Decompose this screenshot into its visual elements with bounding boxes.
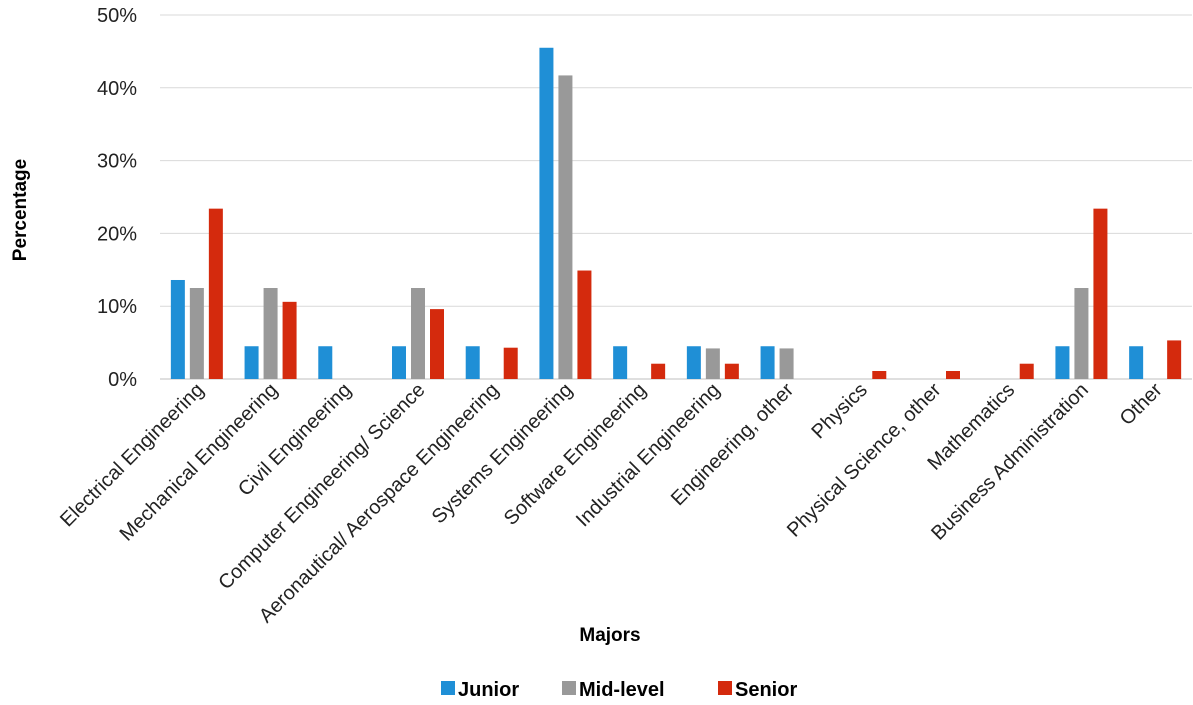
x-tick-label: Physical Science, other xyxy=(783,379,946,542)
legend-label: Mid-level xyxy=(579,679,665,701)
legend-swatch xyxy=(718,681,732,695)
bar-mid-level xyxy=(411,288,425,379)
x-tick-label: Software Engineering xyxy=(500,379,651,530)
bar-senior xyxy=(503,347,518,379)
y-axis-title: Percentage xyxy=(10,159,31,261)
bar-mid-level xyxy=(779,348,794,379)
y-tick-label: 50% xyxy=(97,5,137,27)
y-axis-tick-labels: 0% 10% 20% 30% 40% 50% xyxy=(97,5,137,391)
legend: Junior Mid-level Senior xyxy=(441,679,797,701)
bar-junior xyxy=(392,346,406,379)
bar-junior xyxy=(318,346,333,379)
y-tick-label: 20% xyxy=(97,223,137,245)
bar-senior xyxy=(577,270,592,379)
y-tick-label: 10% xyxy=(97,296,137,318)
bar-senior xyxy=(724,363,739,379)
bar-junior xyxy=(170,279,185,379)
bar-senior xyxy=(208,208,223,379)
bar-senior xyxy=(282,301,297,379)
x-axis-title: Majors xyxy=(579,625,640,646)
x-tick-label: Business Administration xyxy=(927,379,1093,545)
bar-senior xyxy=(1019,363,1034,379)
bar-junior xyxy=(613,346,628,379)
x-tick-label: Engineering, other xyxy=(667,379,798,510)
legend-swatch xyxy=(441,681,455,695)
gridlines xyxy=(160,14,1192,380)
bar-junior xyxy=(539,47,554,379)
x-tick-label: Electrical Engineering xyxy=(56,379,208,531)
bar-mid-level xyxy=(705,348,720,379)
bar-junior xyxy=(465,346,480,379)
bar-mid-level xyxy=(263,288,278,379)
bar-mid-level xyxy=(558,75,573,379)
x-tick-label: Industrial Engineering xyxy=(572,379,724,531)
bar-senior xyxy=(946,370,960,379)
bar-senior xyxy=(872,370,887,379)
bar-junior xyxy=(760,346,775,379)
bar-senior xyxy=(1167,340,1182,379)
bar-mid-level xyxy=(1074,288,1089,379)
y-tick-label: 30% xyxy=(97,151,137,173)
legend-label: Junior xyxy=(458,679,519,701)
x-tick-label: Other xyxy=(1116,379,1167,430)
bar-junior xyxy=(1055,346,1070,379)
y-tick-label: 40% xyxy=(97,78,137,100)
bar-senior xyxy=(430,309,444,379)
legend-swatch xyxy=(562,681,576,695)
bar-mid-level xyxy=(189,288,204,379)
x-tick-label: Systems Engineering xyxy=(428,379,577,528)
y-tick-label: 0% xyxy=(108,369,137,391)
x-tick-label: Physics xyxy=(808,379,872,443)
legend-label: Senior xyxy=(735,679,797,701)
bar-junior xyxy=(686,346,701,379)
bar-senior xyxy=(651,363,666,379)
bar-junior xyxy=(1129,346,1144,379)
bar-junior xyxy=(244,346,259,379)
bar-senior xyxy=(1093,208,1108,379)
bars xyxy=(170,47,1182,379)
